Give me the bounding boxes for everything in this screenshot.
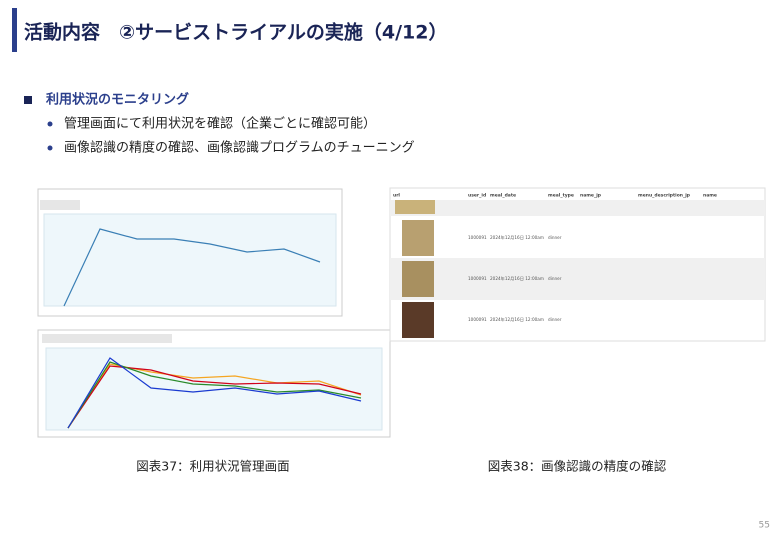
food-image [402,261,434,297]
bullet-dot [47,121,53,127]
table-cell: dinner [548,276,562,281]
caption: 図表37：利用状況管理画面 [136,459,289,474]
bullet: 管理画面にて利用状況を確認（企業ごとに確認可能） [64,116,376,132]
page-number: 55 [759,521,770,531]
table-cell: 1000091 [468,276,487,281]
screenshot-header [42,334,172,343]
food-image [402,302,434,338]
series-line [67,365,362,429]
table-cell: 1000091 [468,235,487,240]
column-header: url [393,193,400,199]
plot-area [45,347,383,431]
table-cell: 2024年12月16日 12:00am [490,234,544,241]
series-line [67,363,362,429]
title-bar [12,8,17,52]
row-bg [390,200,765,216]
series-line [67,357,362,429]
caption: 図表38：画像認識の精度の確認 [488,459,667,474]
bullet-dot [47,145,53,151]
column-header: meal_date [490,193,516,199]
table-cell: 1000091 [468,317,487,322]
screenshot-header [40,200,80,210]
usage-screenshot [37,188,343,317]
usage-line [63,228,321,307]
table-cell: 2024年12月16日 12:00am [490,316,544,323]
bullet-square [24,96,32,104]
table-cell: 2024年12月16日 12:00am [490,275,544,282]
column-header: name_jp [580,193,602,199]
multi-screenshot [37,329,391,438]
column-header: user_id [468,193,486,199]
title: 活動内容 ②サービストライアルの実施（4/12） [24,21,448,44]
section-heading: 利用状況のモニタリング [46,92,189,108]
series-line [67,361,362,429]
row-bg [390,258,765,300]
table-cell: dinner [548,235,562,240]
plot-area [43,213,337,307]
column-header: meal_type [548,193,574,199]
column-header: name [703,194,717,199]
bullet: 画像認識の精度の確認、画像認識プログラムのチューニング [64,140,415,156]
food-image [402,220,434,256]
food-image [395,200,435,214]
column-header: menu_description_jp [638,193,691,199]
table-cell: dinner [548,317,562,322]
recognition-table: url user_id meal_date meal_type name_jp menu_… [389,187,766,342]
